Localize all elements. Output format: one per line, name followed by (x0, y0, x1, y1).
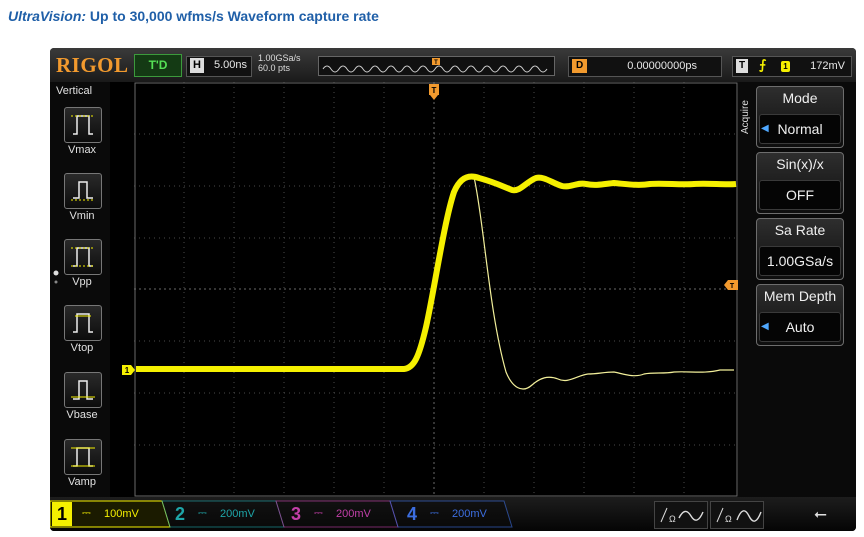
acquire-menu: Acquire Mode Normal ◀ Sin(x)/x OFF Sa Ra… (738, 82, 856, 497)
timebase-value: 5.00ns (213, 59, 247, 71)
caption-lead: UltraVision: (8, 8, 87, 24)
svg-text:T: T (434, 60, 438, 66)
vtop-button[interactable] (64, 305, 102, 341)
channel-2-tab[interactable]: 2 ⎓ 200mV (168, 502, 276, 526)
channel-3-scale: 200mV (336, 508, 371, 520)
trigger-position-letter: T (432, 86, 437, 95)
trigger-level-marker: T (724, 280, 738, 290)
ch1-ground-marker[interactable]: 1 (122, 364, 136, 376)
status-bar: RIGOL T'D H 5.00ns 1.00GSa/s 60.0 pts T … (50, 48, 856, 82)
vamp-button[interactable] (64, 439, 102, 475)
horizontal-timebase[interactable]: H 5.00ns (186, 56, 252, 77)
brand-logo: RIGOL (56, 53, 129, 77)
mode-value: Normal (759, 114, 841, 144)
mem-depth-value: Auto (759, 312, 841, 342)
vpp-button[interactable] (64, 239, 102, 275)
delay-field[interactable]: D 0.00000000ps (568, 56, 722, 77)
trigger-key: T (736, 59, 749, 73)
vmin-icon (71, 181, 95, 201)
horizontal-key: H (190, 58, 204, 73)
sa-rate-menu-button[interactable]: Sa Rate 1.00GSa/s (756, 218, 844, 280)
trigger-source-badge: 1 (781, 61, 790, 72)
channel-4-number: 4 (406, 504, 417, 524)
sample-rate: 1.00GSa/s (258, 53, 301, 63)
sinx-menu-button[interactable]: Sin(x)/x OFF (756, 152, 844, 214)
vamp-label: Vamp (68, 476, 96, 488)
vmin-button[interactable] (64, 173, 102, 209)
vbase-label: Vbase (66, 409, 98, 421)
waveform-graticule[interactable]: T T (134, 82, 738, 497)
menu-arrow-icon: ◀ (761, 321, 769, 332)
channel-4-tab[interactable]: 4 ⎓ 200mV (396, 502, 504, 526)
memory-wave-icon: T (322, 58, 548, 73)
channel-1-tab[interactable]: 1 ⎓ 100mV (50, 502, 162, 526)
run-status-button[interactable]: T'D (134, 54, 182, 77)
menu-section-label: Acquire (740, 100, 751, 134)
mode-menu-button[interactable]: Mode Normal ◀ (756, 86, 844, 148)
math-function-icon: Ω (660, 507, 704, 524)
trigger-field[interactable]: T ⨍ 1 172mV (732, 56, 852, 77)
sa-rate-title: Sa Rate (774, 222, 826, 238)
vmax-label: Vmax (67, 144, 97, 156)
math-button[interactable]: Ω (654, 501, 708, 529)
channel-2-scale: 200mV (220, 508, 255, 520)
vpp-label: Vpp (72, 276, 92, 288)
vtop-label: Vtop (70, 342, 94, 354)
channel-1-scale: 100mV (104, 508, 139, 520)
memory-points: 60.0 pts (258, 63, 291, 73)
channel-3-tab[interactable]: 3 ⎓ 200mV (282, 502, 390, 526)
channel-1-number: 1 (52, 502, 72, 526)
mem-depth-menu-button[interactable]: Mem Depth Auto ◀ (756, 284, 844, 346)
vmax-button[interactable] (64, 107, 102, 143)
caption-rest: Up to 30,000 wfms/s Waveform capture rat… (86, 8, 379, 24)
menu-arrow-icon: ◀ (761, 123, 769, 134)
measure-panel: Vertical Vmax Vmin Vpp Vtop Vbase Vamp (50, 82, 110, 497)
ch1-ground-label: 1 (125, 366, 130, 375)
rising-edge-icon: ⨍ (759, 58, 767, 73)
channel-bar: 1 ⎓ 100mV 2 ⎓ 200mV 3 ⎓ 200mV 4 ⎓ 200mV … (50, 497, 856, 531)
dc-coupling-icon: ⎓ (430, 506, 439, 519)
channel-3-number: 3 (290, 504, 301, 524)
memory-overview-strip[interactable]: T (318, 56, 555, 76)
trigger-position-marker: T (429, 84, 439, 100)
vbase-icon (71, 380, 95, 400)
dc-coupling-icon: ⎓ (82, 506, 91, 519)
vamp-icon (71, 447, 95, 467)
sample-info: 1.00GSa/s 60.0 pts (258, 53, 301, 73)
trigger-level: 172mV (810, 60, 845, 72)
oscilloscope-display: RIGOL T'D H 5.00ns 1.00GSa/s 60.0 pts T … (50, 48, 856, 531)
dc-coupling-icon: ⎓ (198, 506, 207, 519)
svg-text:Ω: Ω (725, 514, 732, 524)
delay-key: D (572, 59, 588, 73)
sa-rate-value: 1.00GSa/s (759, 246, 841, 276)
measure-panel-title: Vertical (56, 85, 93, 97)
page-caption: UltraVision: Up to 30,000 wfms/s Wavefor… (8, 8, 379, 24)
mode-title: Mode (782, 90, 818, 106)
panel-scroll-dots (53, 270, 59, 284)
dc-coupling-icon: ⎓ (314, 506, 323, 519)
vmax-icon (71, 115, 95, 135)
ref-button[interactable]: Ω (710, 501, 764, 529)
vbase-button[interactable] (64, 372, 102, 408)
ch1-overshoot-trace (473, 176, 734, 390)
grid-lines (134, 82, 738, 497)
sinx-value: OFF (759, 180, 841, 210)
channel-4-scale: 200mV (452, 508, 487, 520)
vmin-label: Vmin (69, 210, 95, 222)
vpp-icon (71, 247, 95, 267)
ref-waveform-icon: Ω (716, 507, 762, 524)
trigger-level-letter: T (730, 283, 735, 290)
mem-depth-title: Mem Depth (763, 288, 837, 304)
ch1-step-trace (136, 173, 737, 372)
vtop-icon (73, 313, 93, 333)
channel-2-number: 2 (174, 504, 185, 524)
svg-text:Ω: Ω (669, 514, 676, 524)
channel-tab-shapes (50, 500, 513, 528)
sinx-title: Sin(x)/x (776, 156, 824, 172)
usb-icon: ⭠ (814, 504, 827, 523)
delay-value: 0.00000000ps (627, 60, 697, 72)
